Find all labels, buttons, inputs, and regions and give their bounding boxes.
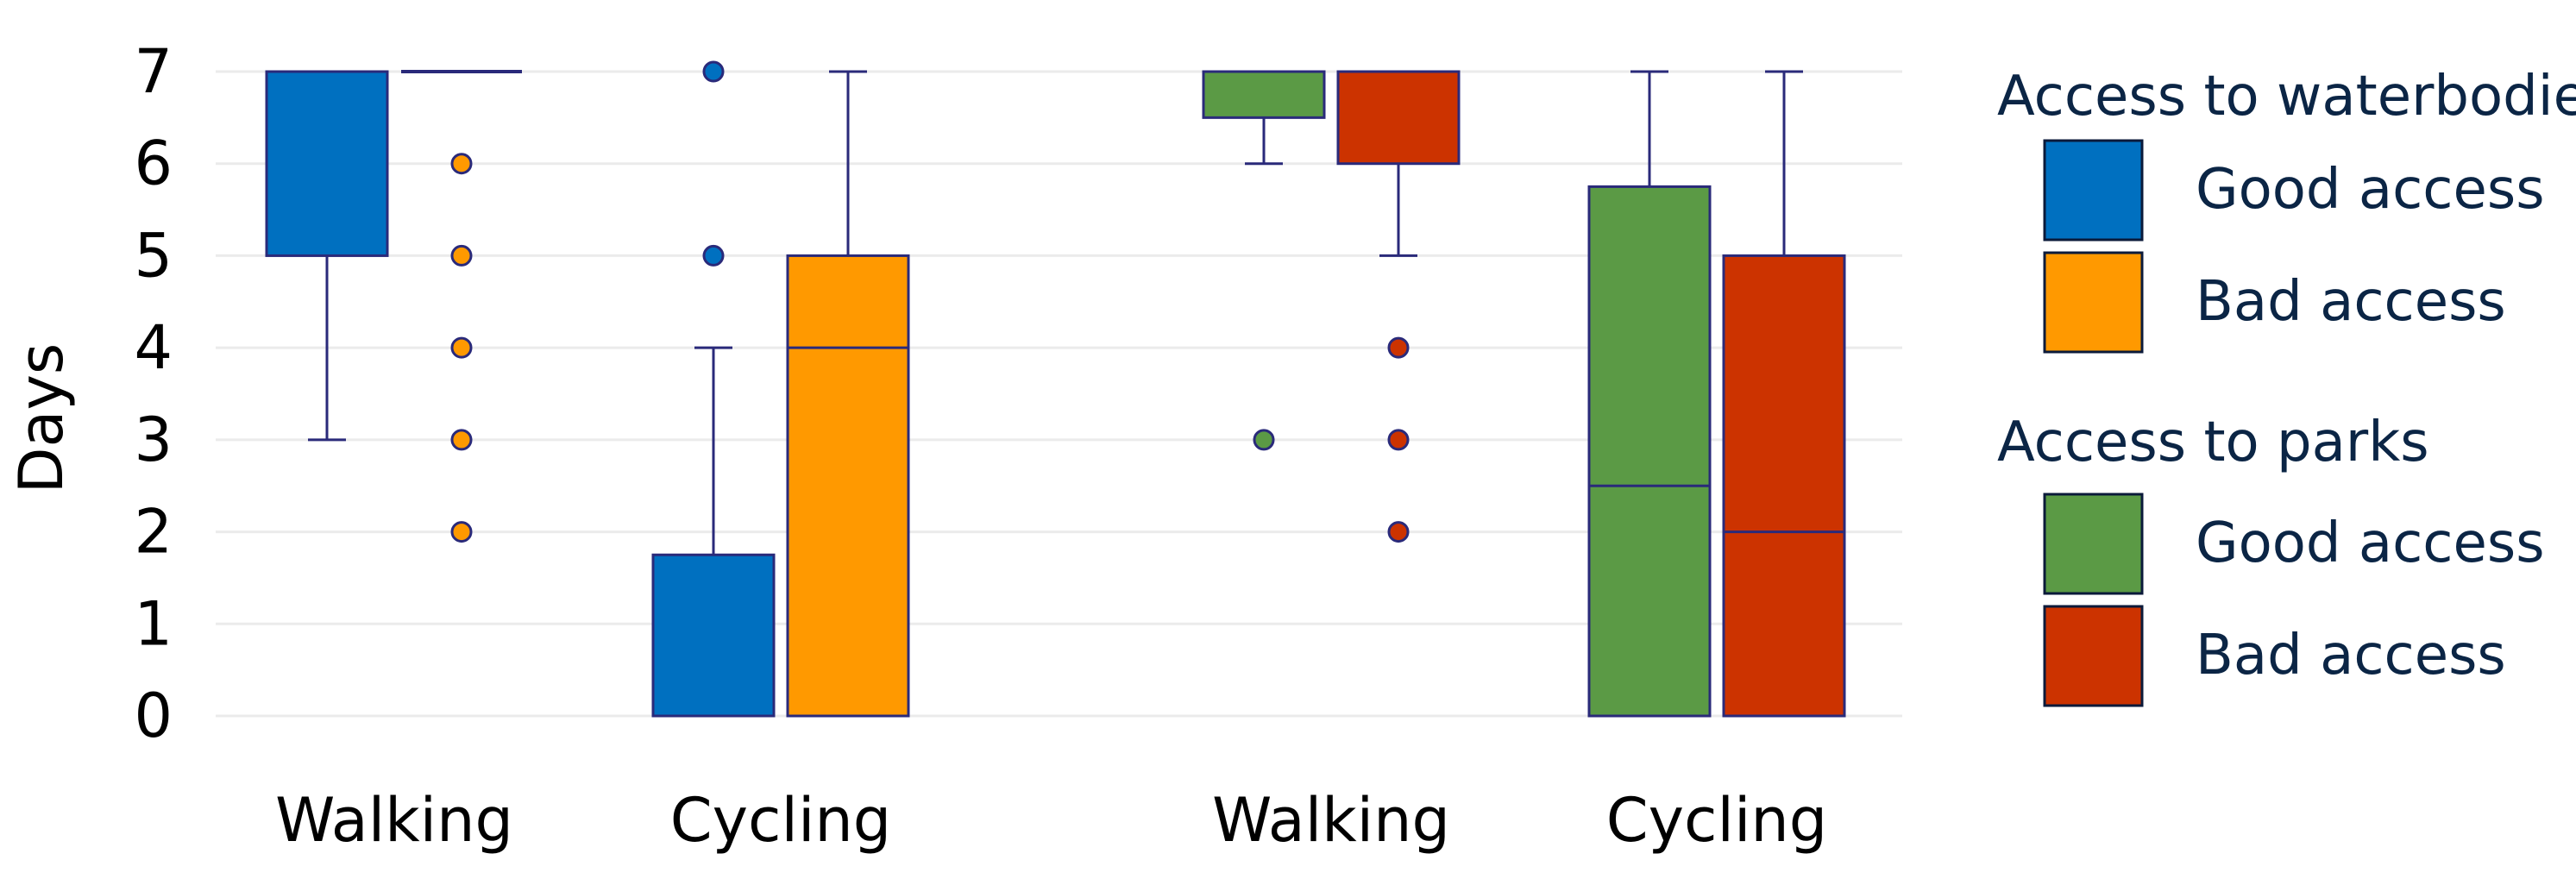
box-iqr [786, 254, 910, 718]
box-plot [265, 70, 389, 442]
x-axis-categories: Walking Cycling Walking Cycling [275, 785, 1827, 856]
box-plot [1202, 70, 1326, 451]
y-tick-label: 5 [134, 220, 173, 291]
box-plot [651, 60, 776, 718]
outlier-point [1253, 429, 1275, 451]
y-tick-label: 0 [134, 681, 173, 751]
y-axis-label: Days [6, 343, 77, 494]
outlier-point [1387, 429, 1410, 451]
box-iqr [1336, 70, 1461, 166]
outlier-point [450, 521, 473, 543]
x-category-label: Walking [275, 785, 513, 856]
box-plot [401, 70, 522, 543]
box-iqr [1202, 70, 1326, 119]
legend-label: Bad access [2196, 624, 2506, 687]
legend-group-title: Access to parks [1997, 411, 2429, 474]
y-tick-label: 1 [134, 588, 173, 659]
outlier-point [450, 153, 473, 175]
y-tick-label: 7 [134, 36, 173, 107]
legend-swatch [2043, 493, 2144, 595]
box-series [265, 60, 1846, 718]
y-tick-label: 3 [134, 405, 173, 475]
legend-label: Good access [2196, 512, 2545, 575]
box-iqr [265, 70, 389, 257]
legend-label: Good access [2196, 158, 2545, 222]
legend: Access to waterbodies Good access Bad acce… [1997, 65, 2576, 707]
legend-swatch [2043, 139, 2144, 242]
outlier-point [450, 244, 473, 267]
outlier-point [1387, 336, 1410, 359]
outlier-point [450, 336, 473, 359]
box-plot [1336, 70, 1461, 543]
grid-lines [216, 70, 1902, 718]
legend-swatch [2043, 251, 2144, 354]
box-plot [1722, 70, 1846, 718]
y-tick-label: 6 [134, 129, 173, 199]
outlier-point [702, 60, 725, 83]
outlier-point [450, 429, 473, 451]
y-tick-label: 4 [134, 312, 173, 383]
legend-label: Bad access [2196, 270, 2506, 334]
legend-group-title: Access to waterbodies [1997, 65, 2576, 129]
box-iqr [1587, 185, 1712, 718]
box-plot [786, 70, 910, 718]
box-iqr [651, 553, 776, 718]
x-category-label: Cycling [670, 785, 891, 856]
legend-swatch [2043, 605, 2144, 707]
y-axis-ticks: 0 1 2 3 4 5 6 7 [134, 36, 173, 751]
outlier-point [702, 244, 725, 267]
x-category-label: Cycling [1606, 785, 1827, 856]
x-category-label: Walking [1212, 785, 1450, 856]
box-iqr [1722, 254, 1846, 718]
box-plot [1587, 70, 1712, 718]
outlier-point [1387, 521, 1410, 543]
y-tick-label: 2 [134, 497, 173, 568]
